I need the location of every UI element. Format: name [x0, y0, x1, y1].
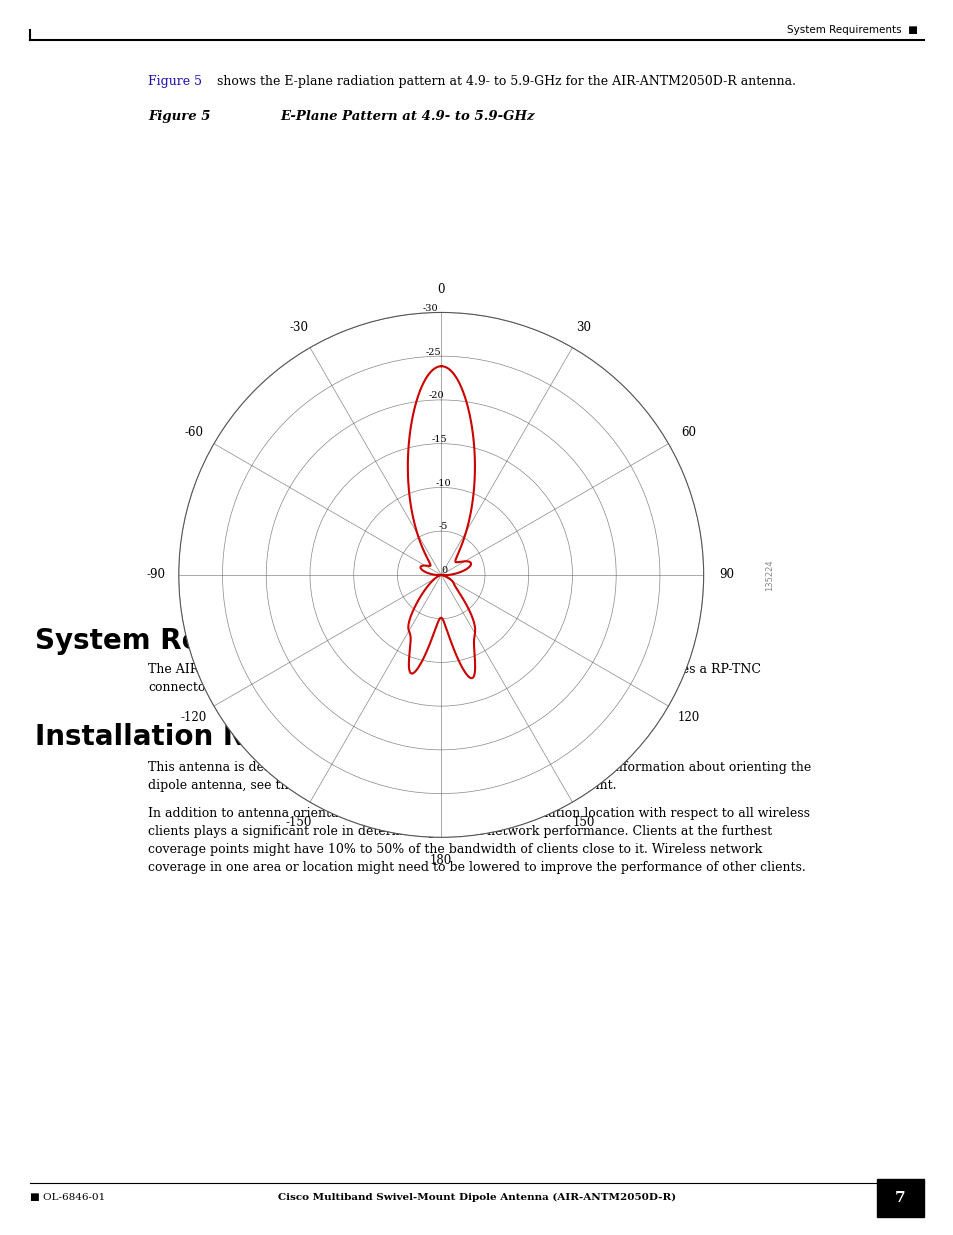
Text: In addition to antenna orientation, wireless access point installation location : In addition to antenna orientation, wire…: [148, 806, 809, 874]
Text: Figure 5: Figure 5: [148, 75, 202, 88]
FancyBboxPatch shape: [876, 1179, 923, 1216]
Text: The AIR-ANTM2050D-R antenna requires a Cisco 802.11a/b/g radio product that uses: The AIR-ANTM2050D-R antenna requires a C…: [148, 663, 760, 694]
Text: 7: 7: [894, 1191, 904, 1205]
Text: System Requirements: System Requirements: [35, 627, 379, 655]
Text: shows the E-plane radiation pattern at 4.9- to 5.9-GHz for the AIR-ANTM2050D-R a: shows the E-plane radiation pattern at 4…: [213, 75, 795, 88]
Text: System Requirements  ■: System Requirements ■: [786, 25, 917, 35]
Text: This antenna is designed to be mounted directly to the access point. For informa: This antenna is designed to be mounted d…: [148, 761, 810, 792]
Text: ■ OL-6846-01: ■ OL-6846-01: [30, 1193, 105, 1202]
Text: Cisco Multiband Swivel-Mount Dipole Antenna (AIR-ANTM2050D-R): Cisco Multiband Swivel-Mount Dipole Ante…: [277, 1193, 676, 1202]
Text: Figure 5: Figure 5: [148, 110, 211, 124]
Text: 135224: 135224: [764, 559, 774, 590]
Text: E-Plane Pattern at 4.9- to 5.9-GHz: E-Plane Pattern at 4.9- to 5.9-GHz: [280, 110, 534, 124]
Text: Installation Notes: Installation Notes: [35, 722, 314, 751]
